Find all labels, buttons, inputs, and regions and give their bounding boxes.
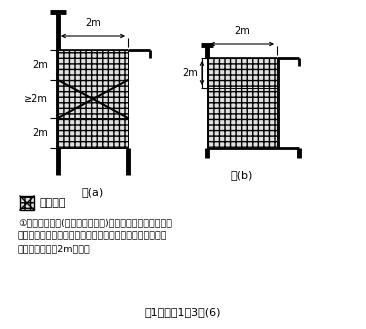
Bar — [207, 88, 277, 148]
Text: 2m: 2m — [85, 18, 101, 28]
Bar — [20, 196, 34, 210]
Text: 不做陽台: 不做陽台 — [40, 198, 67, 208]
Text: 緣至少應相距2m以上。: 緣至少應相距2m以上。 — [18, 244, 91, 253]
Text: 連續之陽台時，以沿接外牆設置為原則，且對側之陽台外: 連續之陽台時，以沿接外牆設置為原則，且對側之陽台外 — [18, 231, 168, 240]
Bar — [58, 118, 128, 148]
Bar — [58, 80, 128, 118]
Text: 2m: 2m — [32, 60, 48, 70]
Bar — [58, 50, 128, 80]
Text: 2m: 2m — [234, 26, 250, 36]
Text: 2m: 2m — [32, 128, 48, 138]
Text: 圖(a): 圖(a) — [82, 187, 104, 197]
Text: ≥2m: ≥2m — [24, 94, 48, 104]
Bar — [207, 58, 277, 88]
Text: 2m: 2m — [182, 68, 198, 78]
Text: 第1條　圖1－3－(6): 第1條 圖1－3－(6) — [145, 307, 221, 317]
Text: ①同一住宅單位(或其他使用單位)，在其外牆之陰角處設置: ①同一住宅單位(或其他使用單位)，在其外牆之陰角處設置 — [18, 218, 172, 227]
Text: 圖(b): 圖(b) — [231, 170, 253, 180]
